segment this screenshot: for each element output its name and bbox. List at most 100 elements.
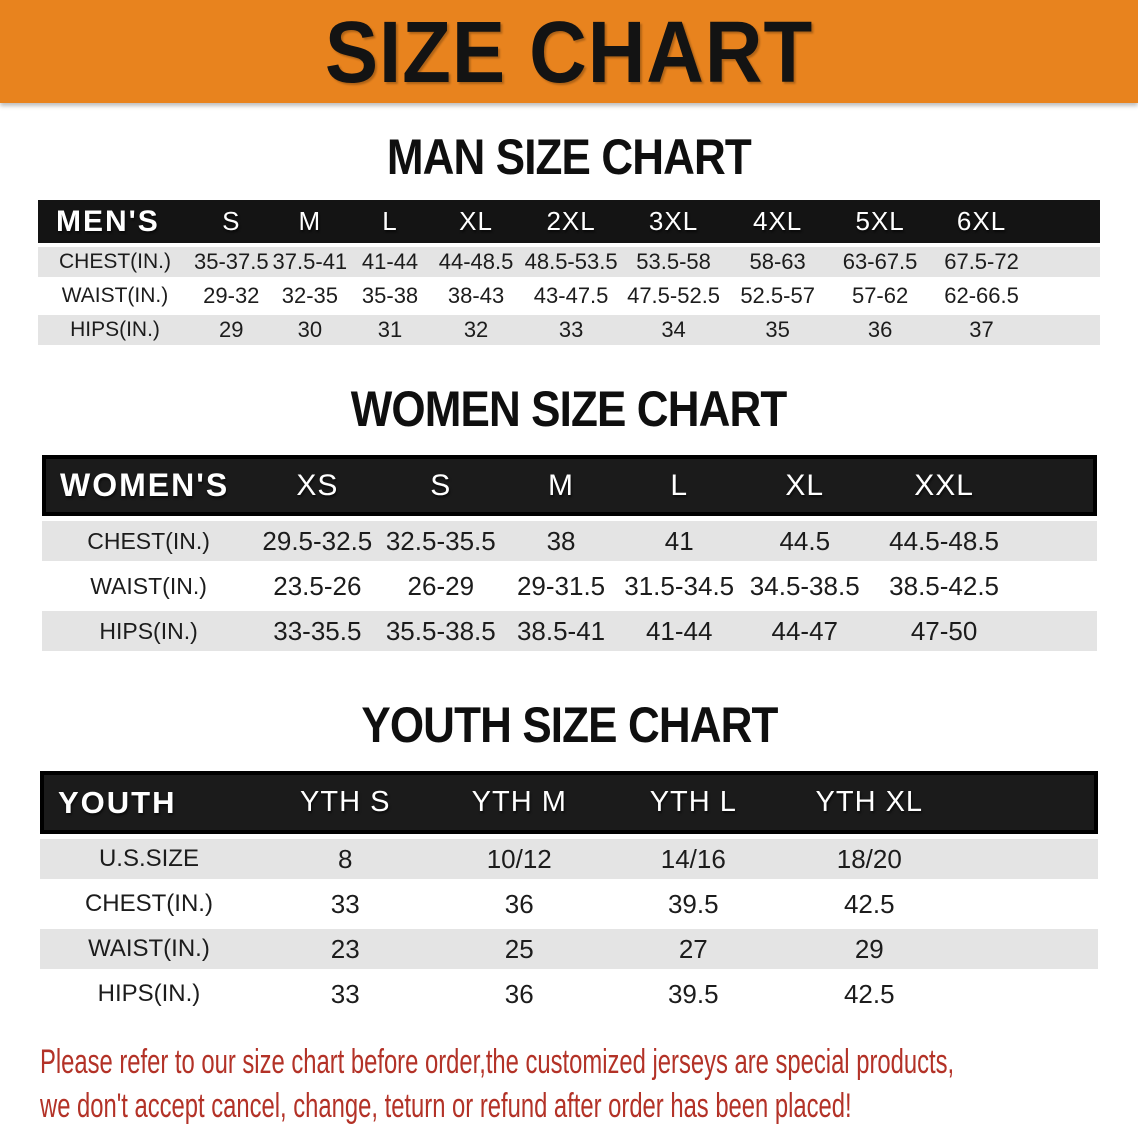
size-column-header: 2XL bbox=[546, 206, 596, 236]
size-value: 30 bbox=[270, 311, 350, 345]
size-value: 42.5 bbox=[780, 969, 1098, 1014]
size-value: 33 bbox=[521, 311, 621, 345]
size-value: 38.5-42.5 bbox=[871, 561, 1097, 606]
size-column-header: 6XL bbox=[956, 206, 1007, 236]
size-value: 36 bbox=[829, 311, 932, 345]
size-column-header: 3XL bbox=[648, 206, 699, 236]
row-label: U.S.SIZE bbox=[40, 834, 258, 879]
size-value: 8 bbox=[257, 834, 433, 879]
size-value: 41-44 bbox=[620, 606, 739, 651]
section-men: MAN SIZE CHART MEN'S S M L XL 2XL 3XL 4XL 5XL 6XL… bbox=[0, 131, 1138, 345]
youth-size-table: YOUTH YTH S YTH M YTH L YTH XL U.S.SIZE 8 10/12… bbox=[40, 771, 1098, 1014]
size-column-header: M bbox=[548, 468, 575, 502]
size-column-header: XXL bbox=[914, 468, 974, 502]
notice-line-2: we don't accept cancel, change, teturn o… bbox=[40, 1087, 852, 1125]
size-value: 27 bbox=[606, 924, 781, 969]
size-value: 34.5-38.5 bbox=[738, 561, 872, 606]
row-label: HIPS(IN.) bbox=[42, 606, 256, 651]
measurement-row: HIPS(IN.) 33 36 39.5 42.5 bbox=[40, 969, 1098, 1014]
size-value: 26-29 bbox=[379, 561, 502, 606]
banner: SIZE CHART bbox=[0, 0, 1138, 103]
size-value: 52.5-57 bbox=[726, 277, 830, 311]
measurement-row: CHEST(IN.) 35-37.5 37.5-41 41-44 44-48.5 48.5… bbox=[38, 243, 1100, 277]
size-value: 41 bbox=[620, 516, 739, 561]
size-column-header: YTH M bbox=[471, 786, 567, 818]
row-label: CHEST(IN.) bbox=[38, 243, 192, 277]
row-label: HIPS(IN.) bbox=[40, 969, 258, 1014]
size-column-header: S bbox=[222, 206, 241, 236]
size-value: 33 bbox=[257, 969, 433, 1014]
men-section-heading: MAN SIZE CHART bbox=[386, 129, 752, 185]
youth-section-heading-wrap: YOUTH SIZE CHART bbox=[0, 699, 1138, 751]
measurement-row: WAIST(IN.) 29-32 32-35 35-38 38-43 43-47.5 47.… bbox=[38, 277, 1100, 311]
size-value: 38 bbox=[501, 516, 621, 561]
size-value: 36 bbox=[432, 879, 606, 924]
table-title-cell: YOUTH bbox=[58, 784, 177, 820]
size-value: 32 bbox=[430, 311, 522, 345]
measurement-row: WAIST(IN.) 23 25 27 29 bbox=[40, 924, 1098, 969]
size-value: 33-35.5 bbox=[255, 606, 380, 651]
footer-notice: Please refer to our size chart before or… bbox=[40, 1040, 1138, 1128]
size-value: 33 bbox=[257, 879, 433, 924]
row-label: CHEST(IN.) bbox=[42, 516, 256, 561]
size-value: 42.5 bbox=[780, 879, 1098, 924]
size-value: 47-50 bbox=[871, 606, 1097, 651]
row-label: WAIST(IN.) bbox=[42, 561, 256, 606]
size-column-header: L bbox=[382, 206, 398, 236]
section-women: WOMEN SIZE CHART WOMEN'S XS S M L XL XXL CHEST(… bbox=[0, 383, 1138, 651]
row-label: HIPS(IN.) bbox=[38, 311, 192, 345]
size-value: 36 bbox=[432, 969, 606, 1014]
size-value: 31.5-34.5 bbox=[620, 561, 739, 606]
row-label: CHEST(IN.) bbox=[40, 879, 258, 924]
measurement-row: CHEST(IN.) 33 36 39.5 42.5 bbox=[40, 879, 1098, 924]
size-value: 29.5-32.5 bbox=[255, 516, 380, 561]
size-value: 23.5-26 bbox=[255, 561, 380, 606]
size-value: 53.5-58 bbox=[621, 243, 727, 277]
size-column-header: YTH XL bbox=[815, 786, 924, 818]
women-section-heading-wrap: WOMEN SIZE CHART bbox=[0, 383, 1138, 435]
measurement-row: U.S.SIZE 8 10/12 14/16 18/20 bbox=[40, 834, 1098, 879]
size-value: 29 bbox=[192, 311, 271, 345]
size-value: 23 bbox=[257, 924, 433, 969]
size-column-header: YTH S bbox=[300, 786, 391, 818]
size-value: 37 bbox=[931, 311, 1100, 345]
size-column-header: L bbox=[670, 468, 689, 502]
size-value: 18/20 bbox=[780, 834, 1098, 879]
table-header-row: MEN'S S M L XL 2XL 3XL 4XL 5XL 6XL bbox=[38, 200, 1100, 243]
size-value: 67.5-72 bbox=[931, 243, 1100, 277]
size-value: 38-43 bbox=[430, 277, 522, 311]
size-value: 35-37.5 bbox=[192, 243, 271, 277]
measurement-row: HIPS(IN.) 33-35.5 35.5-38.5 38.5-41 41-44 44-… bbox=[42, 606, 1097, 651]
banner-title: SIZE CHART bbox=[324, 2, 814, 101]
size-column-header: XL bbox=[459, 206, 493, 236]
youth-section-heading: YOUTH SIZE CHART bbox=[360, 697, 778, 753]
size-value: 58-63 bbox=[726, 243, 830, 277]
measurement-row: CHEST(IN.) 29.5-32.5 32.5-35.5 38 41 44.5 44.5… bbox=[42, 516, 1097, 561]
table-title-cell: WOMEN'S bbox=[60, 467, 230, 503]
size-value: 37.5-41 bbox=[270, 243, 350, 277]
size-value: 38.5-41 bbox=[501, 606, 621, 651]
measurement-row: WAIST(IN.) 23.5-26 26-29 29-31.5 31.5-34.5 34… bbox=[42, 561, 1097, 606]
size-column-header: XL bbox=[785, 468, 825, 502]
size-value: 29 bbox=[780, 924, 1098, 969]
size-value: 62-66.5 bbox=[931, 277, 1100, 311]
measurement-row: HIPS(IN.) 29 30 31 32 33 34 35 36 37 bbox=[38, 311, 1100, 345]
size-column-header: 5XL bbox=[855, 206, 905, 236]
size-value: 32.5-35.5 bbox=[379, 516, 502, 561]
size-value: 47.5-52.5 bbox=[621, 277, 727, 311]
table-header-row: WOMEN'S XS S M L XL XXL bbox=[42, 455, 1097, 516]
men-section-heading-wrap: MAN SIZE CHART bbox=[0, 131, 1138, 183]
men-size-table: MEN'S S M L XL 2XL 3XL 4XL 5XL 6XL CHEST(IN.) 35-37… bbox=[38, 200, 1100, 345]
size-column-header: 4XL bbox=[752, 206, 803, 236]
size-value: 43-47.5 bbox=[521, 277, 621, 311]
size-value: 41-44 bbox=[349, 243, 431, 277]
size-value: 29-31.5 bbox=[501, 561, 621, 606]
row-label: WAIST(IN.) bbox=[40, 924, 258, 969]
size-value: 25 bbox=[432, 924, 606, 969]
notice-line-1: Please refer to our size chart before or… bbox=[40, 1043, 955, 1081]
size-value: 32-35 bbox=[270, 277, 350, 311]
size-value: 44.5-48.5 bbox=[871, 516, 1097, 561]
size-value: 29-32 bbox=[192, 277, 271, 311]
size-column-header: XS bbox=[296, 468, 339, 502]
